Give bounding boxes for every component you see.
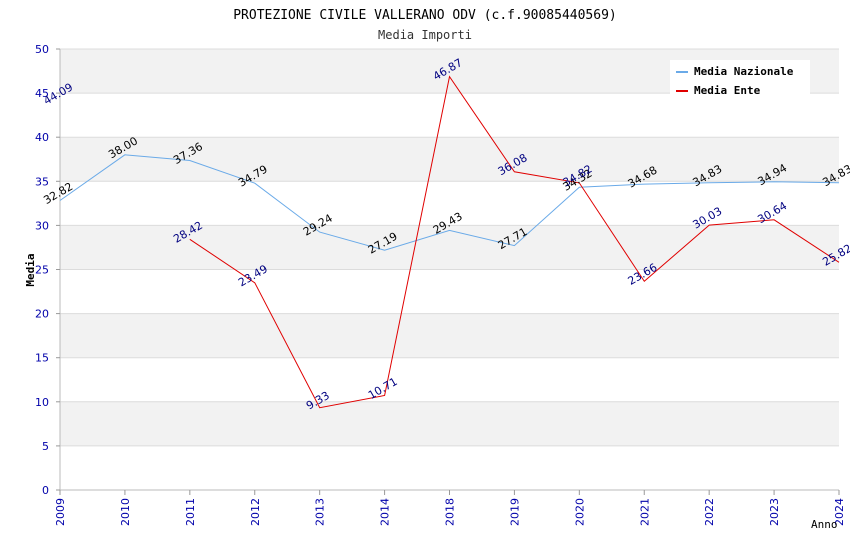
x-tick-label: 2020 — [573, 498, 586, 526]
y-tick-label: 20 — [35, 308, 49, 321]
x-tick-label: 2018 — [444, 498, 457, 526]
y-tick-label: 40 — [35, 131, 49, 144]
x-tick-label: 2021 — [638, 498, 651, 526]
legend-label-media-nazionale: Media Nazionale — [694, 65, 794, 78]
x-tick-label: 2014 — [379, 498, 392, 526]
grid-band — [60, 313, 839, 358]
x-axis-ticks: 2009 2010 2011 2012 2013 2014 2018 2019 2020 2021… — [54, 490, 846, 526]
y-tick-label: 45 — [35, 87, 49, 100]
grid-band — [60, 445, 839, 490]
y-axis-ticks: 0 5 10 15 20 25 30 35 40 45 50 — [35, 43, 60, 497]
legend-label-media-ente: Media Ente — [694, 84, 761, 97]
y-tick-label: 15 — [35, 352, 49, 365]
series-lines — [59, 75, 840, 409]
grid-band — [60, 357, 839, 402]
x-tick-label: 2011 — [184, 498, 197, 526]
y-tick-label: 5 — [42, 440, 49, 453]
x-tick-label: 2019 — [508, 498, 521, 526]
x-tick-label: 2012 — [249, 498, 262, 526]
series-line-media-ente — [189, 75, 840, 409]
y-axis-label: Media — [24, 253, 37, 286]
series-line-media-nazionale — [59, 154, 840, 251]
grid-band — [60, 225, 839, 270]
x-tick-label: 2022 — [703, 498, 716, 526]
grid-band — [60, 181, 839, 226]
legend-box — [670, 60, 810, 98]
grid-bands — [60, 49, 839, 490]
y-tick-label: 25 — [35, 264, 49, 277]
chart-subtitle: Media Importi — [378, 28, 472, 42]
y-tick-label: 50 — [35, 43, 49, 56]
y-tick-label: 35 — [35, 175, 49, 188]
x-tick-label: 2010 — [119, 498, 132, 526]
grid-band — [60, 93, 839, 138]
y-tick-label: 10 — [35, 396, 49, 409]
grid-band — [60, 269, 839, 314]
x-tick-label: 2023 — [768, 498, 781, 526]
chart-title: PROTEZIONE CIVILE VALLERANO ODV (c.f.900… — [233, 8, 617, 23]
grid-band — [60, 137, 839, 182]
y-tick-label: 30 — [35, 219, 49, 232]
x-tick-label: 2013 — [314, 498, 327, 526]
grid-band — [60, 401, 839, 446]
x-tick-label: 2009 — [54, 498, 67, 526]
x-axis-label: Anno — [811, 518, 838, 531]
legend: Media Nazionale Media Ente — [670, 60, 810, 98]
y-tick-label: 0 — [42, 484, 49, 497]
x-tick-label: 2024 — [833, 498, 846, 526]
